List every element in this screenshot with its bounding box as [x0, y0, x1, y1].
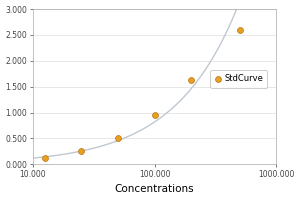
Legend: StdCurve: StdCurve: [210, 70, 267, 88]
StdCurve: [152, 114, 157, 117]
StdCurve: [237, 28, 242, 31]
StdCurve: [79, 150, 84, 153]
X-axis label: Concentrations: Concentrations: [115, 184, 194, 194]
StdCurve: [42, 156, 47, 159]
StdCurve: [116, 137, 120, 140]
StdCurve: [189, 78, 194, 82]
